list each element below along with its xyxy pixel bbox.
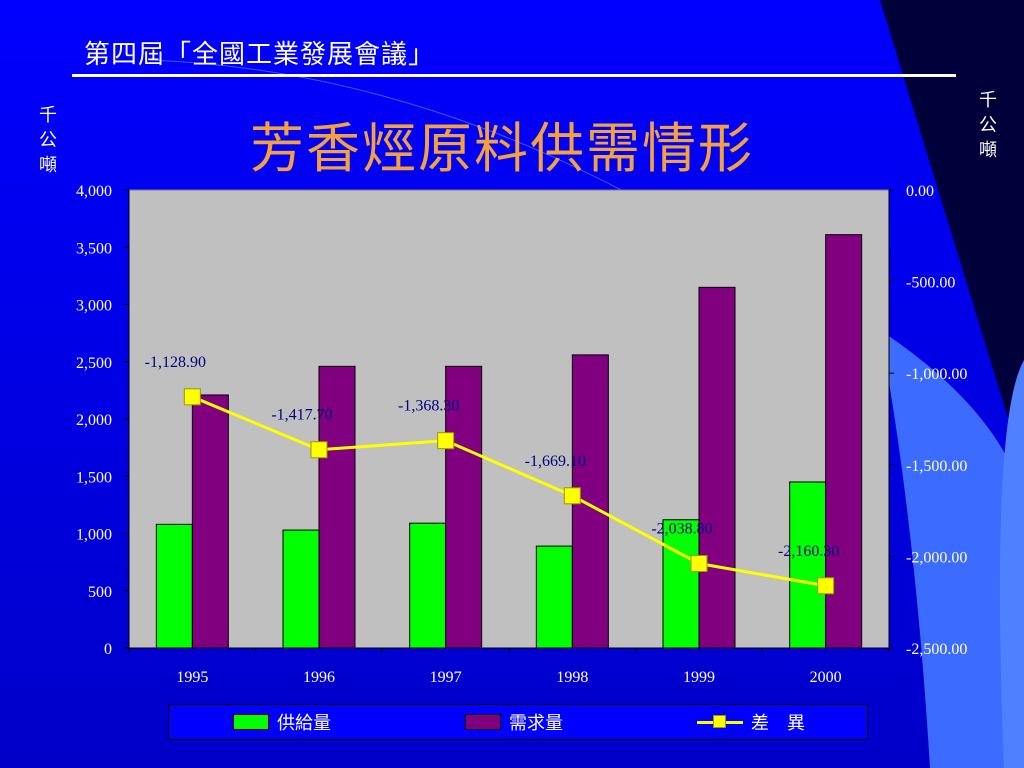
difference-data-label: -1,417.70	[271, 407, 332, 424]
legend-item-difference: 差 異	[697, 712, 805, 734]
left-axis-tick-label: 3,000	[76, 298, 112, 315]
difference-marker	[817, 577, 835, 595]
supply-bar	[282, 529, 320, 649]
difference-data-label: -2,160.30	[778, 543, 839, 560]
legend-swatch-supply	[233, 714, 269, 730]
legend-swatch-difference	[697, 714, 743, 730]
legend-label-difference: 差 異	[751, 713, 805, 734]
right-axis-tick-label: -2,000.00	[906, 549, 967, 566]
difference-marker	[437, 432, 455, 450]
difference-line	[191, 395, 826, 588]
difference-marker	[310, 441, 328, 459]
demand-bar	[698, 286, 736, 649]
right-axis-tick-label: 0.00	[906, 183, 934, 200]
left-axis-tick-label: 4,000	[76, 183, 112, 200]
legend-label-demand: 需求量	[509, 713, 563, 734]
right-axis-tick-label: -1,000.00	[906, 366, 967, 383]
legend-swatch-demand	[465, 714, 501, 730]
left-axis-tick-label: 1,000	[76, 527, 112, 544]
x-axis-tick-label: 1995	[176, 669, 208, 686]
header-divider	[72, 74, 956, 77]
x-axis-tick-label: 2000	[810, 669, 842, 686]
supply-bar	[155, 523, 193, 649]
legend: 供給量 需求量 差 異	[168, 704, 868, 740]
difference-marker	[690, 555, 708, 573]
legend-label-supply: 供給量	[277, 713, 331, 734]
right-axis-tick-label: -2,500.00	[906, 641, 967, 658]
difference-data-label: -2,038.80	[651, 521, 712, 538]
left-axis-tick-label: 1,500	[76, 469, 112, 486]
corner-dark-decoration	[880, 0, 1024, 470]
demand-bar	[445, 365, 483, 649]
left-axis-unit: 千公噸	[39, 105, 57, 176]
supply-bar	[409, 522, 447, 649]
x-axis-tick-label: 1999	[683, 669, 715, 686]
x-axis-tick-label: 1996	[303, 669, 335, 686]
difference-data-label: -1,128.90	[145, 354, 206, 371]
chart-title: 芳香烴原料供需情形	[250, 117, 754, 180]
left-axis-tick-label: 2,000	[76, 412, 112, 429]
legend-item-supply: 供給量	[233, 712, 331, 734]
right-axis-tick-label: -500.00	[906, 275, 955, 292]
left-axis-tick-label: 3,500	[76, 240, 112, 257]
legend-item-demand: 需求量	[465, 712, 563, 734]
right-axis-unit: 千公噸	[979, 90, 997, 161]
difference-marker	[183, 388, 201, 406]
supply-bar	[535, 545, 573, 649]
difference-marker	[563, 487, 581, 505]
corner-light-decoration	[880, 330, 1024, 768]
difference-data-label: -1,368.30	[398, 398, 459, 415]
left-axis-tick-label: 500	[88, 584, 112, 601]
plot-area	[128, 189, 890, 649]
left-axis-tick-label: 2,500	[76, 355, 112, 372]
demand-bar	[318, 365, 356, 649]
left-axis-tick-label: 0	[104, 641, 112, 658]
x-axis-tick-label: 1998	[556, 669, 588, 686]
corner-accent-decoration	[999, 360, 1024, 768]
difference-data-label: -1,669.10	[525, 453, 586, 470]
right-axis-tick-label: -1,500.00	[906, 458, 967, 475]
meeting-title: 第四屆「全國工業發展會議」	[84, 40, 436, 70]
supply-bar	[662, 519, 700, 649]
x-axis-tick-label: 1997	[430, 669, 462, 686]
demand-bar	[191, 394, 229, 649]
supply-bar	[789, 481, 827, 649]
